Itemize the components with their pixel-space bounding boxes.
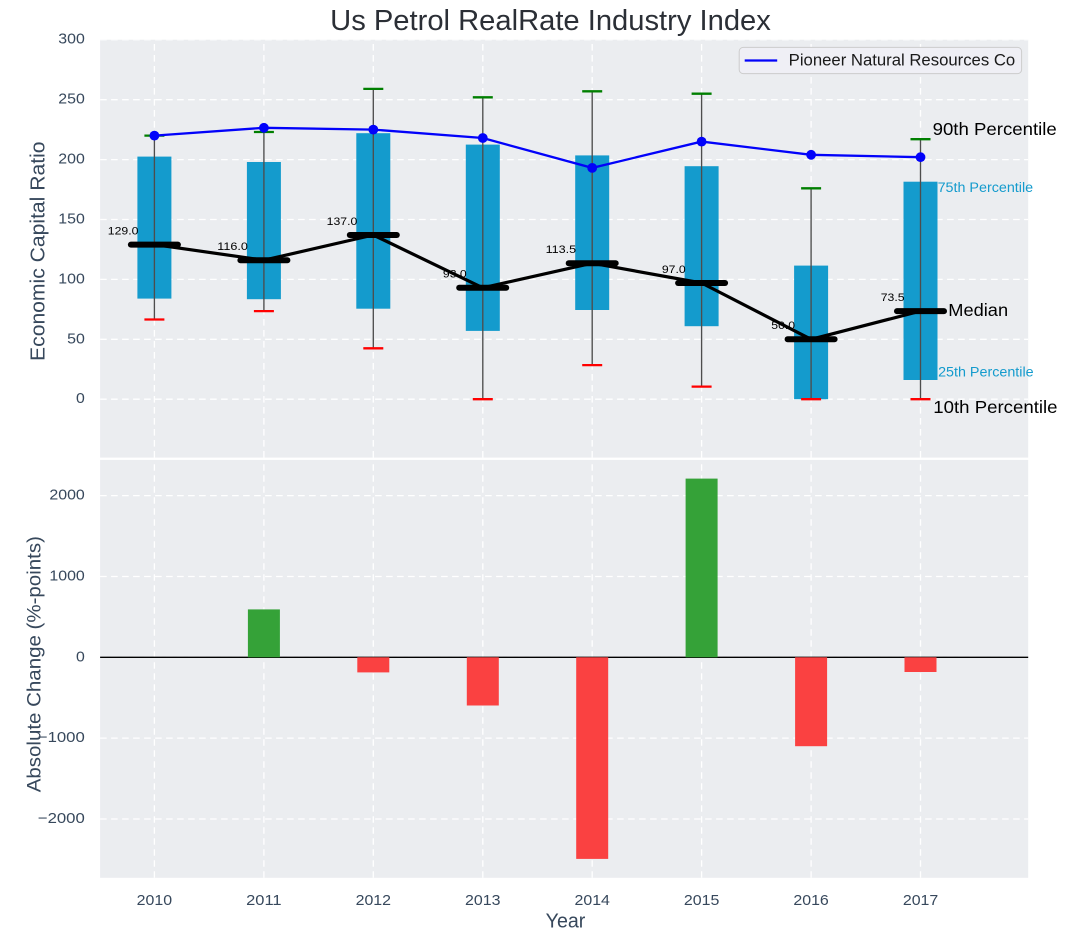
svg-text:300: 300	[58, 32, 85, 48]
svg-text:116.0: 116.0	[217, 241, 248, 253]
svg-text:Economic Capital Ratio: Economic Capital Ratio	[28, 141, 50, 361]
svg-text:0: 0	[76, 391, 85, 407]
svg-text:−2000: −2000	[38, 811, 85, 827]
svg-text:97.0: 97.0	[662, 264, 686, 276]
svg-text:2013: 2013	[465, 893, 500, 909]
svg-text:2014: 2014	[575, 893, 610, 909]
svg-text:2017: 2017	[903, 893, 938, 909]
svg-text:Year: Year	[546, 911, 586, 933]
svg-text:50.0: 50.0	[771, 320, 795, 332]
svg-text:250: 250	[58, 92, 85, 108]
svg-text:Absolute Change (%-points): Absolute Change (%-points)	[24, 536, 46, 792]
svg-text:113.5: 113.5	[546, 244, 577, 256]
svg-text:−1000: −1000	[38, 730, 85, 746]
svg-text:2016: 2016	[793, 893, 828, 909]
svg-text:2011: 2011	[246, 893, 281, 909]
svg-text:93.0: 93.0	[443, 269, 467, 281]
svg-text:150: 150	[58, 211, 85, 227]
svg-text:73.5: 73.5	[881, 292, 905, 304]
svg-text:2015: 2015	[684, 893, 719, 909]
svg-text:2010: 2010	[137, 893, 172, 909]
svg-text:75th Percentile: 75th Percentile	[938, 180, 1034, 195]
svg-text:50: 50	[67, 331, 85, 347]
svg-text:Pioneer Natural Resources Co: Pioneer Natural Resources Co	[789, 51, 1016, 69]
svg-text:25th Percentile: 25th Percentile	[938, 364, 1034, 379]
svg-text:200: 200	[58, 152, 85, 168]
svg-text:137.0: 137.0	[327, 216, 358, 228]
svg-text:129.0: 129.0	[108, 226, 139, 238]
svg-text:100: 100	[58, 271, 85, 287]
svg-text:2012: 2012	[356, 893, 391, 909]
svg-text:90th Percentile: 90th Percentile	[933, 119, 1057, 139]
svg-text:10th Percentile: 10th Percentile	[933, 397, 1057, 417]
svg-text:Us Petrol RealRate Industry In: Us Petrol RealRate Industry Index	[330, 4, 771, 36]
svg-text:2000: 2000	[49, 488, 84, 504]
svg-text:1000: 1000	[49, 568, 84, 584]
svg-text:0: 0	[76, 649, 85, 665]
svg-text:Median: Median	[948, 300, 1008, 320]
